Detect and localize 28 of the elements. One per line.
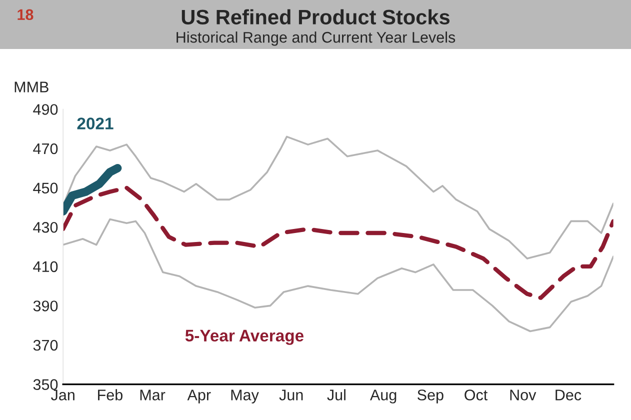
x-tick-label: Jun <box>279 390 303 400</box>
text: 2021 <box>77 118 114 130</box>
text: 18 <box>18 9 34 20</box>
x-tick-label: Nov <box>510 390 536 400</box>
chart-title: US Refined Product Stocks <box>182 9 450 24</box>
y-axis-title: MMB <box>14 82 48 92</box>
x-tick-label: Jan <box>51 390 74 400</box>
x-tick-label: Apr <box>187 390 211 404</box>
x-tick-label: Feb <box>98 389 122 400</box>
y-tick-label: 390 <box>33 300 58 312</box>
line-series <box>63 136 614 260</box>
y-tick-label: 410 <box>33 261 58 272</box>
y-tick-label: 430 <box>33 222 58 233</box>
x-tick-label: Dec <box>556 390 582 400</box>
x-tick-label: Jul <box>327 389 346 400</box>
x-tick-label: Aug <box>370 390 396 404</box>
y-tick-label: 350 <box>33 379 58 390</box>
y-tick-label: 370 <box>33 340 58 351</box>
chart-subtitle: Historical Range and Current Year Levels <box>176 32 456 46</box>
y-tick-label: 490 <box>33 104 58 115</box>
y-tick-label: 470 <box>33 143 58 154</box>
x-tick-label: May <box>231 390 259 404</box>
y-tick-label: 450 <box>33 182 58 194</box>
x-tick-label: Mar <box>140 390 166 400</box>
x-tick-label: Sep <box>418 390 444 404</box>
line-series <box>63 186 614 300</box>
text: 5-Year Average <box>185 330 304 345</box>
x-tick-label: Oct <box>464 390 488 400</box>
